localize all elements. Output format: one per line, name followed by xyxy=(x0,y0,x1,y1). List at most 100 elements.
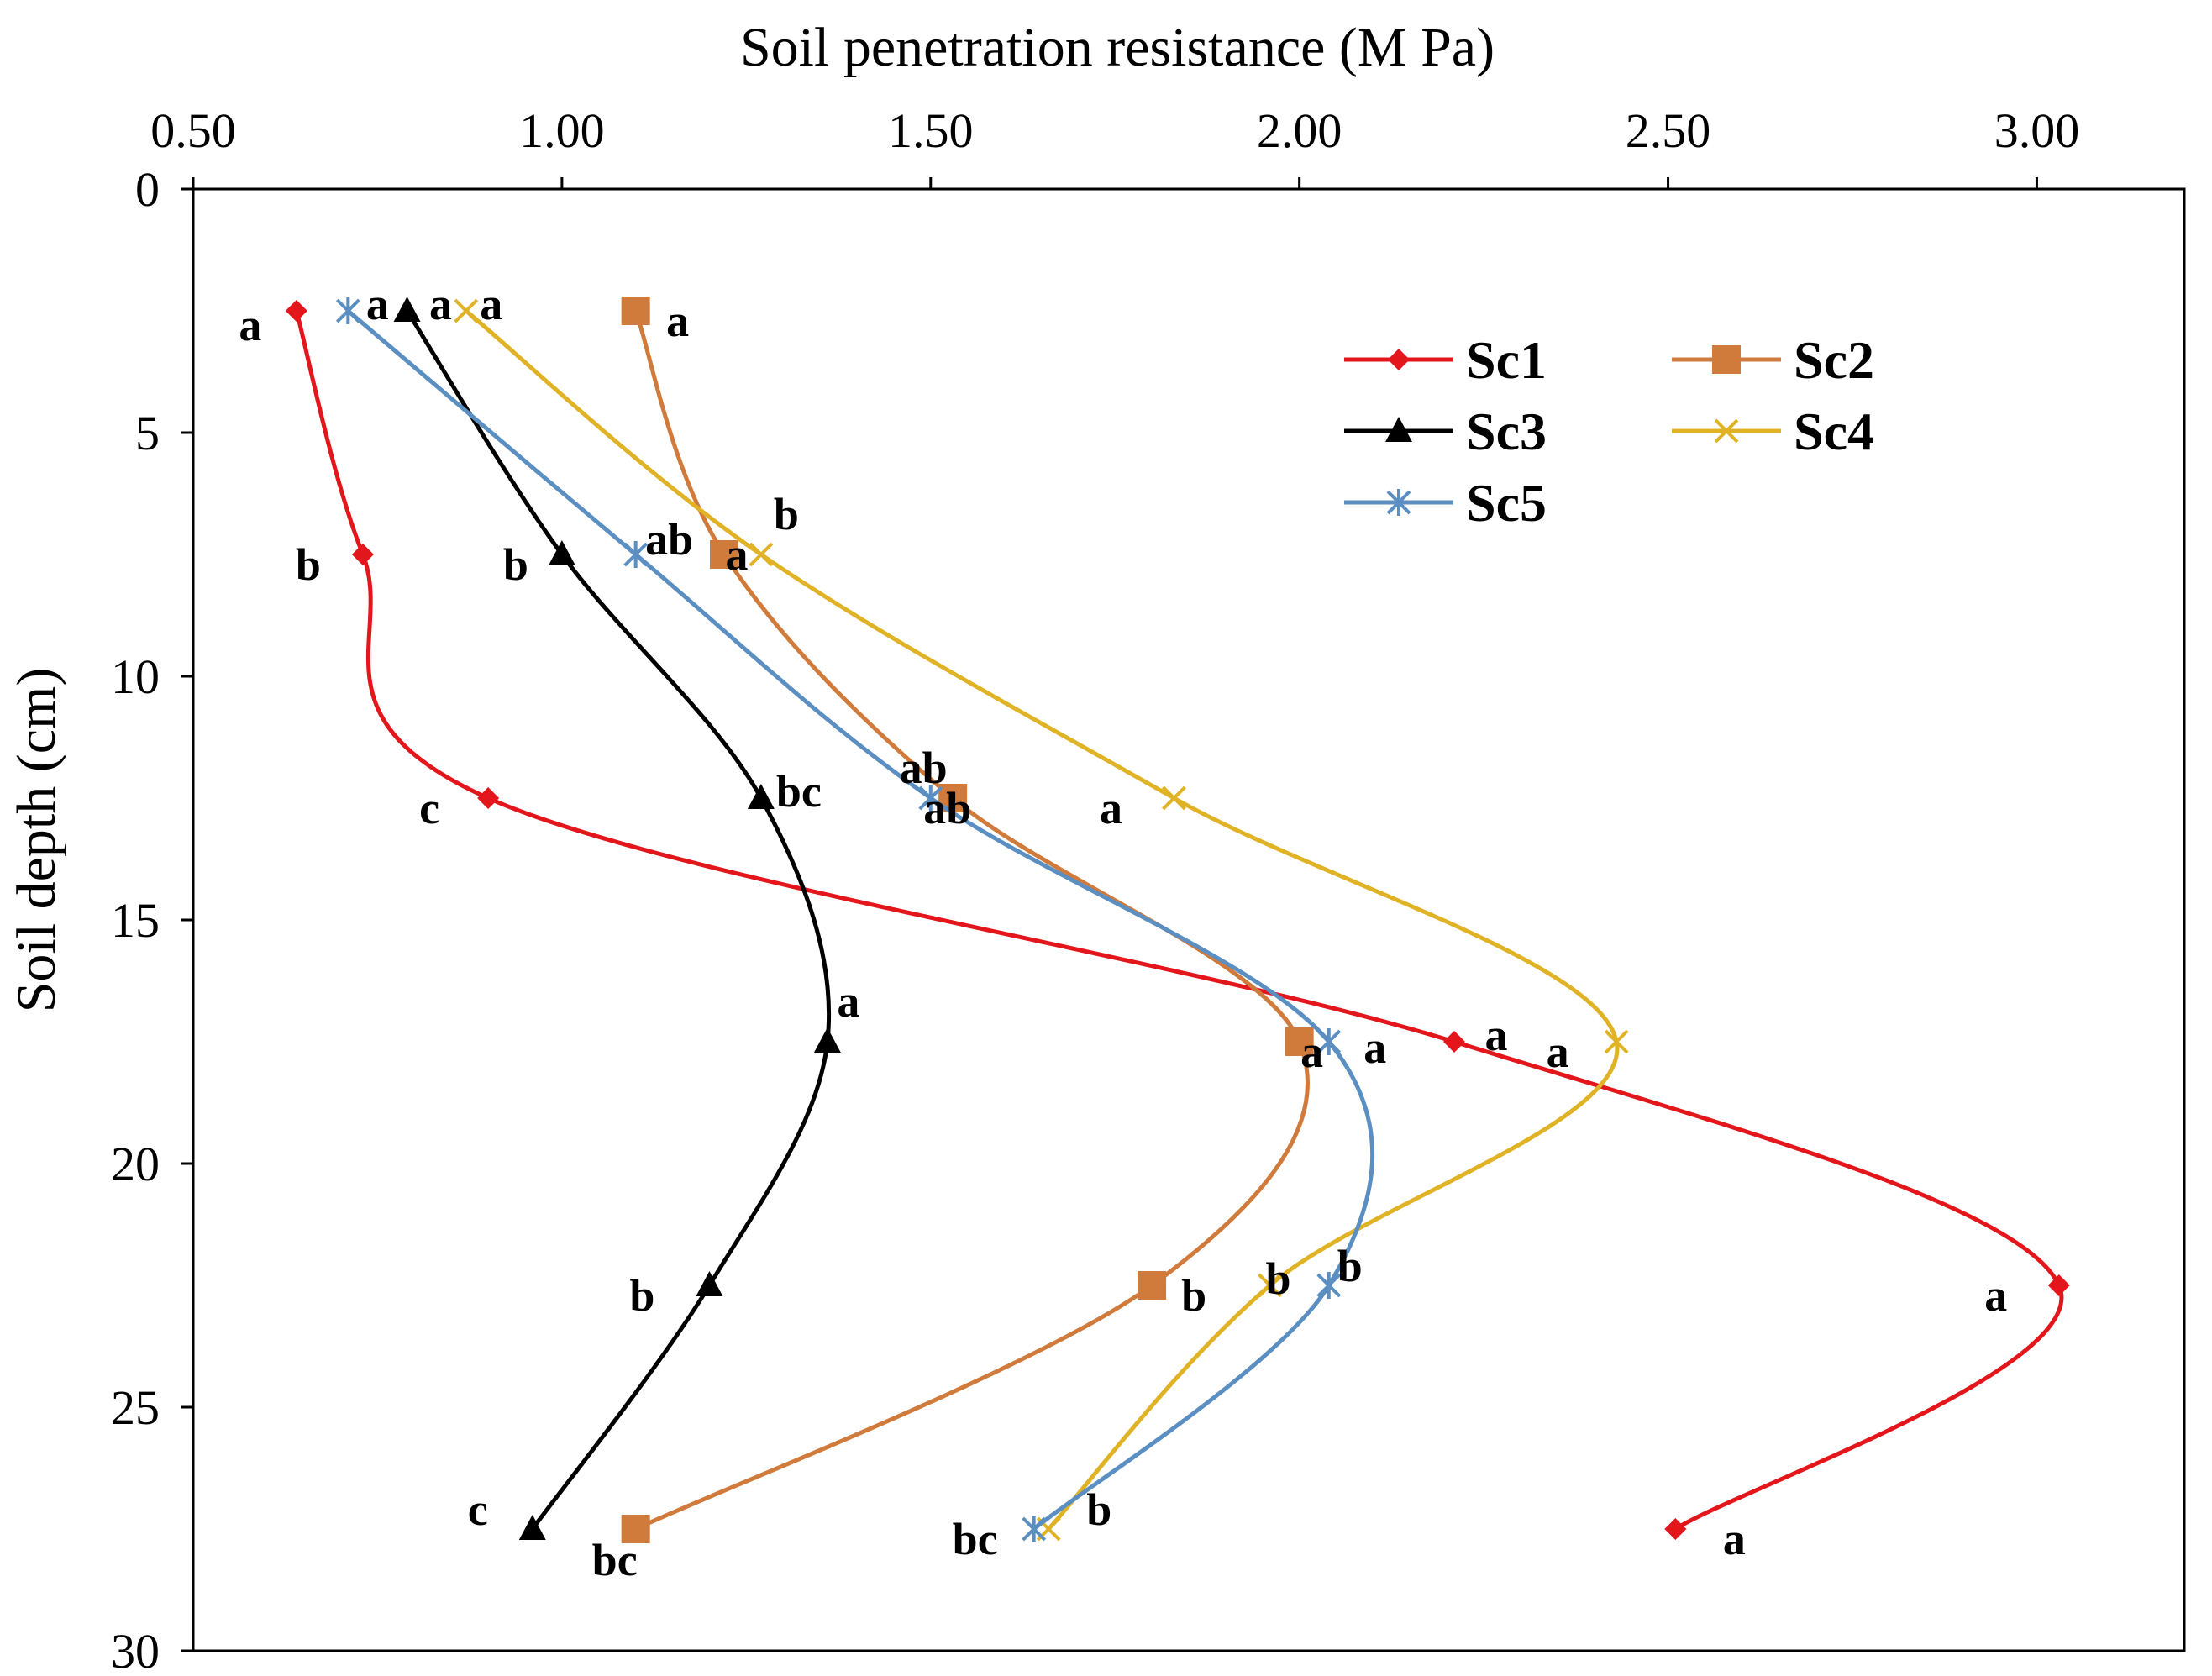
significance-label: bc xyxy=(776,766,822,817)
significance-label: c xyxy=(419,783,439,833)
legend: Sc1 Sc2 Sc3 Sc4 Sc5 xyxy=(1344,330,1874,533)
data-point-sc3 xyxy=(696,1271,723,1296)
significance-label: a xyxy=(1363,1022,1386,1073)
x-tick-label: 1.50 xyxy=(888,103,974,158)
x-tick-label: 2.50 xyxy=(1626,103,1711,158)
y-axis-title: Soil depth (cm) xyxy=(6,668,67,1013)
data-point-sc4 xyxy=(1162,785,1186,811)
significance-label: b xyxy=(503,539,528,590)
significance-label: b xyxy=(296,539,321,590)
significance-label: b xyxy=(1181,1270,1206,1321)
x-tick-label: 0.50 xyxy=(150,103,236,158)
data-point-sc1 xyxy=(2047,1274,2070,1296)
significance-label: ab xyxy=(923,783,971,833)
y-tick-label: 5 xyxy=(135,406,160,460)
significance-label: a xyxy=(726,529,749,580)
data-point-sc5 xyxy=(1316,1272,1342,1299)
significance-label: b xyxy=(774,489,799,539)
y-tick-label: 25 xyxy=(111,1380,160,1435)
data-point-sc2 xyxy=(710,540,738,569)
significance-label: a xyxy=(1984,1270,2007,1321)
data-point-sc2 xyxy=(1138,1271,1167,1300)
significance-label: a xyxy=(837,976,859,1027)
data-point-sc2 xyxy=(1285,1027,1314,1056)
data-point-sc4 xyxy=(1604,1029,1629,1054)
y-tick-label: 15 xyxy=(111,893,160,948)
significance-label: bc xyxy=(592,1535,638,1585)
series-sc5 xyxy=(335,297,1375,1542)
data-point-sc4 xyxy=(1258,1273,1282,1298)
legend-label: Sc1 xyxy=(1466,330,1547,390)
data-point-sc5 xyxy=(623,541,649,568)
significance-label: a xyxy=(1300,1027,1323,1077)
axes: 0.50 1.00 1.50 2.00 2.50 3.00 0 5 10 15 20 25 30 xyxy=(111,103,2186,1676)
data-point-sc3 xyxy=(813,1027,841,1053)
series-sc4 xyxy=(454,298,1629,1542)
series-line-sc5 xyxy=(346,309,1375,1531)
significance-label: a xyxy=(1100,783,1122,833)
significance-label: ab xyxy=(900,743,948,793)
data-point-sc1 xyxy=(477,787,500,809)
legend-item-sc4: Sc4 xyxy=(1672,402,1874,461)
significance-label: b xyxy=(1266,1253,1291,1304)
data-point-sc3 xyxy=(747,784,775,809)
y-tick-label: 10 xyxy=(111,649,160,704)
data-point-sc3 xyxy=(548,540,575,565)
significance-label: b xyxy=(1086,1484,1111,1535)
data-point-sc5 xyxy=(918,785,943,812)
significance-label: b xyxy=(629,1270,654,1321)
x-tick-label: 3.00 xyxy=(1994,103,2080,158)
significance-label: a xyxy=(429,279,452,329)
series-line-sc3 xyxy=(405,309,832,1531)
legend-marker xyxy=(1712,345,1741,374)
legend-label: Sc5 xyxy=(1466,473,1547,533)
legend-item-sc3: Sc3 xyxy=(1344,402,1547,461)
data-point-sc4 xyxy=(454,298,479,323)
data-point-sc2 xyxy=(621,1515,650,1543)
data-point-sc5 xyxy=(1316,1028,1342,1055)
y-tick-label: 30 xyxy=(111,1624,160,1676)
data-point-sc3 xyxy=(518,1515,546,1540)
x-tick-label: 1.00 xyxy=(519,103,605,158)
y-tick-label: 20 xyxy=(111,1137,160,1191)
legend-label: Sc3 xyxy=(1466,402,1547,461)
significance-label: a xyxy=(1485,1010,1508,1060)
significance-label: a xyxy=(1723,1514,1746,1564)
legend-marker xyxy=(1388,349,1410,370)
series-line-sc4 xyxy=(465,309,1620,1531)
legend-label: Sc4 xyxy=(1794,402,1874,461)
x-tick-label: 2.00 xyxy=(1257,103,1342,158)
series-sc2 xyxy=(621,297,1314,1543)
series-layer xyxy=(285,297,2070,1543)
significance-label: a xyxy=(239,300,261,350)
significance-label: ab xyxy=(645,514,693,565)
data-point-sc5 xyxy=(1022,1516,1047,1542)
significance-label: bc xyxy=(953,1514,998,1564)
significance-label: c xyxy=(468,1484,488,1535)
significance-label: a xyxy=(366,279,389,329)
significance-label: b xyxy=(1337,1241,1363,1291)
series-sc1 xyxy=(285,300,2070,1540)
data-point-sc3 xyxy=(393,297,421,322)
series-line-sc1 xyxy=(294,310,2064,1532)
data-point-sc2 xyxy=(621,297,650,325)
legend-label: Sc2 xyxy=(1794,330,1874,390)
legend-marker xyxy=(1714,418,1739,444)
legend-item-sc5: Sc5 xyxy=(1344,473,1547,533)
significance-label: a xyxy=(480,279,502,329)
data-point-sc1 xyxy=(351,544,374,565)
legend-item-sc2: Sc2 xyxy=(1672,330,1874,390)
series-sc3 xyxy=(393,297,841,1540)
legend-item-sc1: Sc1 xyxy=(1344,330,1547,390)
data-point-sc1 xyxy=(1664,1518,1687,1540)
data-point-sc1 xyxy=(285,300,307,322)
legend-marker xyxy=(1385,417,1412,442)
data-point-sc5 xyxy=(335,297,360,324)
x-axis-title: Soil penetration resistance (M Pa) xyxy=(740,17,1495,78)
data-point-sc4 xyxy=(749,542,774,567)
significance-label: a xyxy=(1547,1027,1569,1077)
y-tick-label: 0 xyxy=(135,162,160,217)
significance-label: a xyxy=(666,296,689,346)
legend-marker xyxy=(1386,489,1411,516)
